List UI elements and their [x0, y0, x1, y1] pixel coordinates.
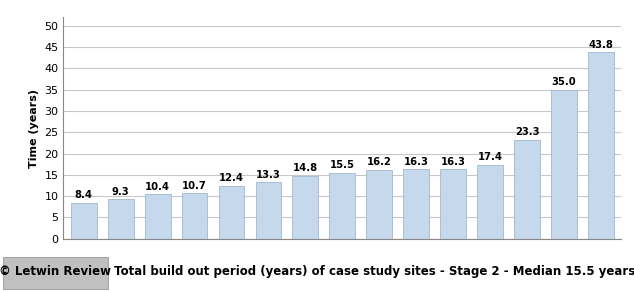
Text: 23.3: 23.3 — [515, 127, 540, 137]
Bar — [145, 194, 171, 239]
Bar — [256, 182, 281, 239]
Bar — [403, 169, 429, 239]
Text: Total build out period (years) of case study sites - Stage 2 - Median 15.5 years: Total build out period (years) of case s… — [114, 265, 634, 278]
Text: 17.4: 17.4 — [477, 152, 503, 162]
Text: 8.4: 8.4 — [75, 190, 93, 200]
Bar — [551, 90, 577, 239]
Bar — [440, 169, 466, 239]
Text: 16.2: 16.2 — [367, 157, 392, 167]
Bar — [366, 170, 392, 239]
Bar — [477, 165, 503, 239]
Text: 14.8: 14.8 — [293, 163, 318, 173]
Text: 10.4: 10.4 — [145, 182, 170, 192]
Text: 16.3: 16.3 — [404, 157, 429, 167]
FancyBboxPatch shape — [3, 257, 108, 289]
Bar — [330, 173, 355, 239]
Y-axis label: Time (years): Time (years) — [29, 88, 39, 168]
Bar — [71, 203, 96, 239]
Bar — [219, 186, 245, 239]
Bar — [292, 176, 318, 239]
Text: 35.0: 35.0 — [552, 77, 576, 87]
Text: © Letwin Review: © Letwin Review — [0, 265, 112, 278]
Text: 16.3: 16.3 — [441, 157, 465, 167]
Text: 12.4: 12.4 — [219, 173, 244, 183]
Text: 10.7: 10.7 — [182, 180, 207, 191]
Bar — [181, 193, 207, 239]
Text: 15.5: 15.5 — [330, 160, 355, 170]
Text: 43.8: 43.8 — [588, 40, 614, 50]
Bar — [108, 199, 134, 239]
Text: 9.3: 9.3 — [112, 187, 129, 196]
Bar — [588, 52, 614, 239]
Text: 13.3: 13.3 — [256, 169, 281, 180]
Bar — [514, 139, 540, 239]
